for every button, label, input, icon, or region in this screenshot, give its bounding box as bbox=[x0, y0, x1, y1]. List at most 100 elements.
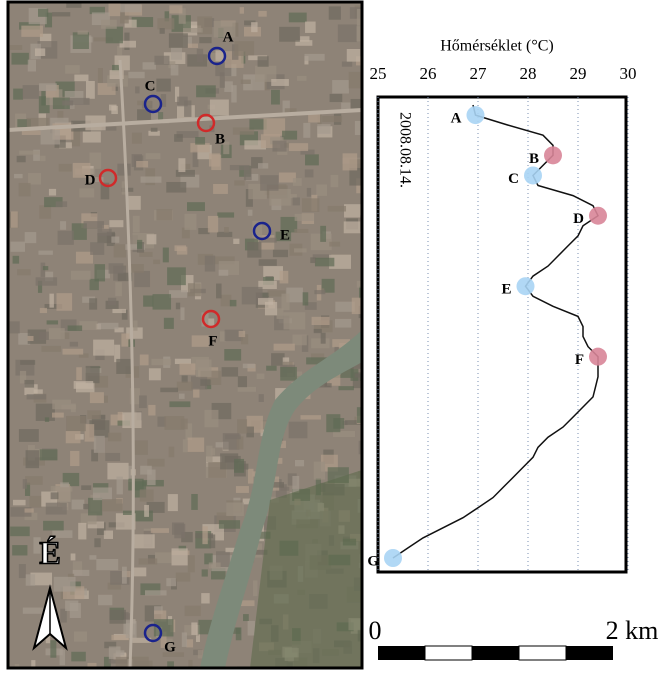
map-texture bbox=[115, 282, 122, 296]
map-texture bbox=[147, 459, 164, 467]
map-texture bbox=[151, 128, 158, 132]
map-texture bbox=[231, 85, 236, 102]
map-texture bbox=[23, 608, 45, 614]
map-texture bbox=[90, 392, 104, 403]
map-texture bbox=[66, 416, 86, 431]
map-texture bbox=[280, 367, 297, 381]
map-texture bbox=[271, 90, 280, 105]
map-texture bbox=[26, 574, 35, 585]
map-texture bbox=[146, 153, 161, 159]
map-texture bbox=[78, 523, 86, 540]
map-texture bbox=[27, 394, 47, 399]
map-texture bbox=[83, 131, 101, 142]
map-texture bbox=[234, 41, 254, 56]
map-texture bbox=[284, 312, 306, 329]
point-marker bbox=[467, 106, 485, 124]
aerial-map bbox=[8, 2, 382, 675]
map-texture bbox=[84, 221, 104, 229]
map-texture bbox=[294, 248, 307, 252]
map-point-label: E bbox=[280, 227, 290, 243]
map-texture bbox=[11, 211, 18, 227]
map-texture bbox=[20, 360, 35, 365]
map-texture bbox=[312, 317, 330, 325]
map-texture bbox=[258, 163, 268, 168]
map-texture bbox=[151, 528, 169, 533]
map-texture bbox=[192, 335, 209, 346]
map-texture bbox=[86, 81, 95, 99]
map-texture bbox=[133, 320, 137, 330]
map-texture bbox=[349, 168, 370, 186]
map-texture bbox=[179, 394, 185, 399]
map-texture bbox=[239, 331, 245, 337]
map-texture bbox=[219, 270, 229, 276]
map-texture bbox=[77, 31, 87, 35]
map-texture bbox=[289, 13, 307, 23]
map-texture bbox=[144, 505, 149, 517]
map-texture bbox=[177, 247, 187, 255]
map-texture bbox=[198, 228, 209, 234]
map-texture bbox=[117, 477, 123, 495]
map-texture bbox=[295, 214, 314, 221]
point-marker bbox=[384, 549, 402, 567]
map-texture bbox=[166, 182, 186, 193]
map-texture bbox=[169, 447, 175, 458]
map-texture bbox=[205, 256, 215, 272]
map-texture bbox=[108, 433, 121, 442]
map-texture bbox=[10, 527, 30, 537]
map-texture bbox=[263, 118, 285, 136]
map-texture bbox=[41, 346, 60, 352]
map-texture bbox=[149, 368, 161, 380]
map-texture bbox=[86, 366, 100, 383]
map-texture bbox=[109, 610, 125, 624]
map-texture bbox=[74, 381, 94, 389]
map-texture bbox=[248, 210, 253, 216]
map-texture bbox=[303, 292, 309, 305]
map-texture bbox=[24, 380, 34, 388]
map-texture bbox=[243, 364, 255, 369]
map-texture bbox=[45, 417, 49, 422]
map-texture bbox=[87, 410, 101, 419]
map-texture bbox=[74, 75, 88, 82]
map-texture bbox=[70, 451, 79, 466]
map-texture bbox=[130, 264, 144, 273]
map-texture bbox=[25, 232, 37, 243]
map-texture bbox=[79, 188, 94, 197]
map-texture bbox=[230, 300, 237, 306]
map-texture bbox=[14, 174, 23, 178]
map-texture bbox=[225, 434, 241, 439]
map-point-label: F bbox=[208, 333, 217, 349]
map-texture bbox=[140, 489, 154, 501]
map-texture bbox=[258, 56, 269, 67]
map-texture bbox=[139, 558, 158, 564]
scale-end: 2 km bbox=[606, 616, 659, 645]
map-texture bbox=[174, 134, 183, 142]
map-texture bbox=[76, 367, 82, 380]
map-texture bbox=[90, 242, 104, 255]
map-texture bbox=[54, 577, 76, 592]
map-texture bbox=[266, 366, 276, 371]
map-texture bbox=[21, 26, 43, 37]
map-texture bbox=[297, 76, 306, 81]
map-texture bbox=[25, 476, 43, 485]
map-texture bbox=[197, 49, 203, 62]
map-texture bbox=[71, 271, 91, 280]
point-label: B bbox=[529, 151, 539, 167]
map-texture bbox=[269, 189, 291, 206]
map-texture bbox=[94, 436, 105, 453]
map-texture bbox=[357, 26, 378, 41]
map-texture bbox=[17, 156, 26, 162]
point-label: E bbox=[501, 282, 511, 298]
map-texture bbox=[139, 395, 147, 408]
map-texture bbox=[167, 267, 186, 285]
map-texture bbox=[204, 410, 218, 427]
map-texture bbox=[315, 258, 334, 267]
map-texture bbox=[224, 349, 241, 361]
map-texture bbox=[330, 94, 343, 102]
map-texture bbox=[272, 141, 286, 152]
map-texture bbox=[11, 53, 28, 65]
map-texture bbox=[199, 37, 211, 43]
map-texture bbox=[40, 449, 58, 460]
map-texture bbox=[112, 309, 126, 313]
map-texture bbox=[191, 622, 197, 634]
point-marker bbox=[524, 166, 542, 184]
